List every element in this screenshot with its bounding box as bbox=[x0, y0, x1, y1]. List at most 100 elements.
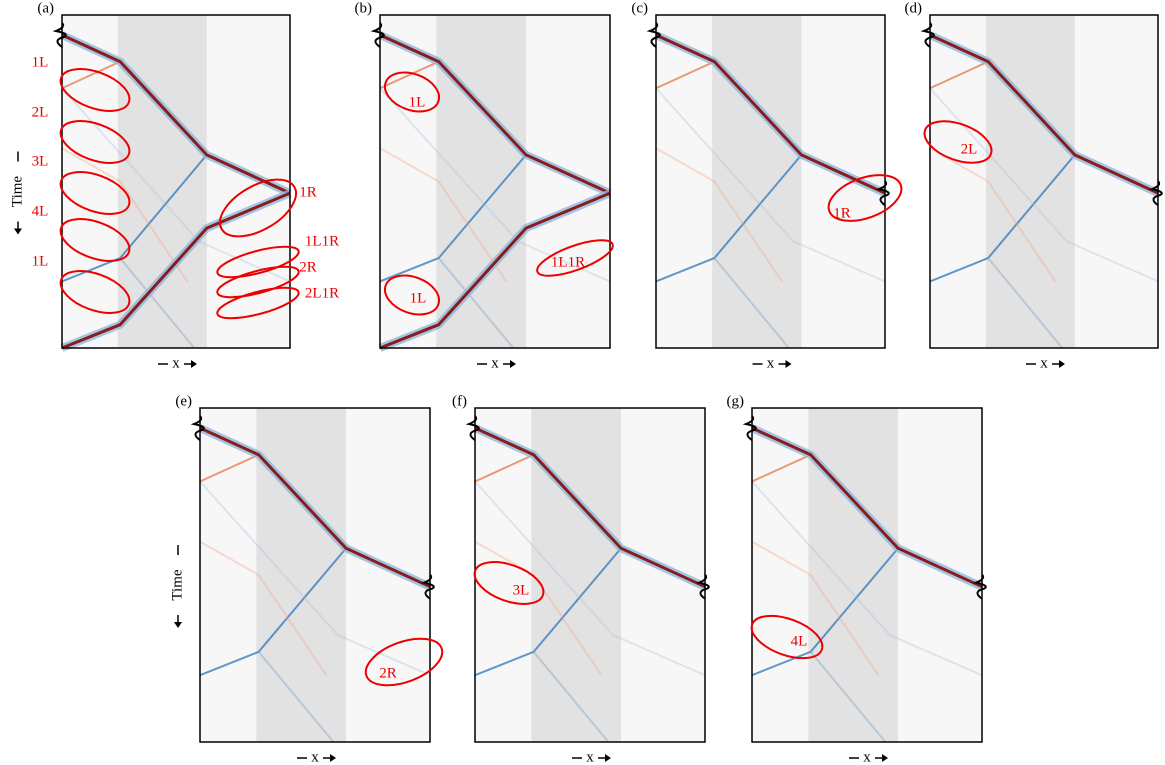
wave-core bbox=[655, 33, 886, 195]
axis-arrowhead bbox=[330, 754, 336, 762]
faint-wave bbox=[257, 651, 335, 743]
gray-region bbox=[531, 408, 622, 742]
wave-core bbox=[474, 426, 706, 589]
faint-wave bbox=[532, 651, 610, 743]
wave-core bbox=[61, 191, 291, 350]
panel-label: (a) bbox=[37, 0, 54, 16]
x-axis-label: x bbox=[491, 355, 499, 371]
panel-label: (b) bbox=[355, 0, 373, 16]
axis-arrowhead bbox=[785, 360, 792, 368]
faint-wave bbox=[379, 147, 508, 282]
faint-wave bbox=[437, 257, 515, 349]
annotation-ellipse bbox=[383, 71, 441, 113]
faint-wave bbox=[61, 147, 189, 282]
panel-label: (c) bbox=[631, 0, 648, 16]
annotation-ellipse bbox=[750, 614, 824, 660]
annotation-ellipse bbox=[59, 270, 131, 314]
gray-region bbox=[712, 15, 802, 348]
faint-wave bbox=[751, 480, 983, 677]
faint-wave bbox=[199, 547, 347, 677]
x-axis-label: x bbox=[586, 749, 594, 765]
annotation-ellipse bbox=[59, 120, 131, 164]
annotation-label: 1R bbox=[299, 184, 317, 200]
faint-wave bbox=[809, 651, 887, 743]
panel-label: (d) bbox=[905, 0, 923, 16]
wave-core bbox=[199, 426, 431, 589]
annotation-label: 1R bbox=[833, 205, 851, 221]
annotation-ellipse bbox=[59, 68, 131, 112]
x-axis-label: x bbox=[863, 749, 871, 765]
gray-region bbox=[985, 15, 1075, 348]
annotation-label: 2L bbox=[32, 104, 49, 120]
faint-wave bbox=[929, 154, 1076, 283]
panel: (f) x 3L bbox=[452, 393, 710, 765]
faint-wave bbox=[474, 480, 706, 677]
faint-wave bbox=[655, 147, 783, 282]
x-axis-label: x bbox=[172, 355, 180, 371]
panel: (g) x 4L bbox=[727, 393, 987, 765]
faint-wave bbox=[61, 60, 121, 90]
panel-frame bbox=[751, 407, 983, 743]
annotation-label: 2R bbox=[379, 665, 397, 681]
annotation-ellipse bbox=[536, 239, 614, 277]
annotation-ellipse bbox=[923, 120, 993, 164]
wave-core bbox=[61, 33, 291, 195]
faint-wave bbox=[199, 453, 260, 483]
faint-wave bbox=[379, 154, 527, 283]
annotation-label: 2L1R bbox=[305, 285, 339, 301]
faint-wave bbox=[929, 60, 989, 90]
axis-arrowhead bbox=[174, 622, 182, 629]
annotation-ellipse bbox=[473, 561, 545, 605]
wave-core bbox=[379, 191, 611, 350]
faint-wave bbox=[199, 480, 431, 677]
y-axis-label: Time bbox=[9, 176, 25, 207]
wave-core bbox=[751, 426, 983, 589]
faint-wave bbox=[474, 540, 603, 676]
faint-wave bbox=[751, 547, 899, 677]
panel-frame bbox=[379, 14, 611, 349]
faint-wave bbox=[474, 547, 622, 677]
gray-region bbox=[436, 15, 527, 348]
annotation-ellipse bbox=[59, 218, 131, 262]
faint-wave bbox=[713, 257, 790, 349]
panel: (c) x 1R bbox=[631, 0, 903, 371]
faint-wave bbox=[751, 453, 812, 483]
annotation-ellipse bbox=[827, 174, 903, 222]
annotation-label: 4L bbox=[32, 203, 49, 219]
axis-arrowhead bbox=[605, 754, 611, 762]
faint-wave bbox=[987, 257, 1064, 349]
annotation-ellipse bbox=[216, 265, 300, 299]
axis-arrowhead bbox=[191, 360, 197, 368]
faint-wave bbox=[751, 540, 880, 676]
axis-arrowhead bbox=[510, 360, 516, 368]
x-axis-label: x bbox=[311, 749, 319, 765]
annotation-label: 3L bbox=[513, 582, 530, 598]
panel-frame bbox=[929, 14, 1159, 349]
faint-wave bbox=[379, 60, 440, 90]
annotation-label: 1L bbox=[409, 94, 426, 110]
panel: (d) x 2L bbox=[905, 0, 1163, 371]
gray-region bbox=[256, 408, 347, 742]
panel-label: (f) bbox=[452, 393, 467, 409]
wave-core bbox=[379, 33, 611, 195]
annotation-label: 1L1R bbox=[305, 233, 339, 249]
panel-frame bbox=[199, 407, 431, 743]
x-axis-label: x bbox=[767, 355, 775, 371]
annotation-ellipse bbox=[59, 171, 131, 215]
annotation-label: 1L1R bbox=[551, 254, 585, 270]
annotation-label: 4L bbox=[791, 633, 808, 649]
annotation-ellipse bbox=[364, 637, 444, 687]
annotation-ellipse bbox=[216, 286, 300, 320]
faint-wave bbox=[119, 257, 196, 349]
annotation-label: 2L bbox=[961, 141, 978, 157]
faint-wave bbox=[655, 154, 803, 283]
faint-wave bbox=[474, 453, 535, 483]
annotation-label: 2R bbox=[299, 259, 317, 275]
faint-wave bbox=[199, 540, 328, 676]
faint-wave bbox=[929, 87, 1159, 283]
annotation-label: 1L bbox=[32, 253, 49, 269]
annotation-label: 1L bbox=[410, 290, 427, 306]
panel-label: (e) bbox=[175, 393, 192, 409]
